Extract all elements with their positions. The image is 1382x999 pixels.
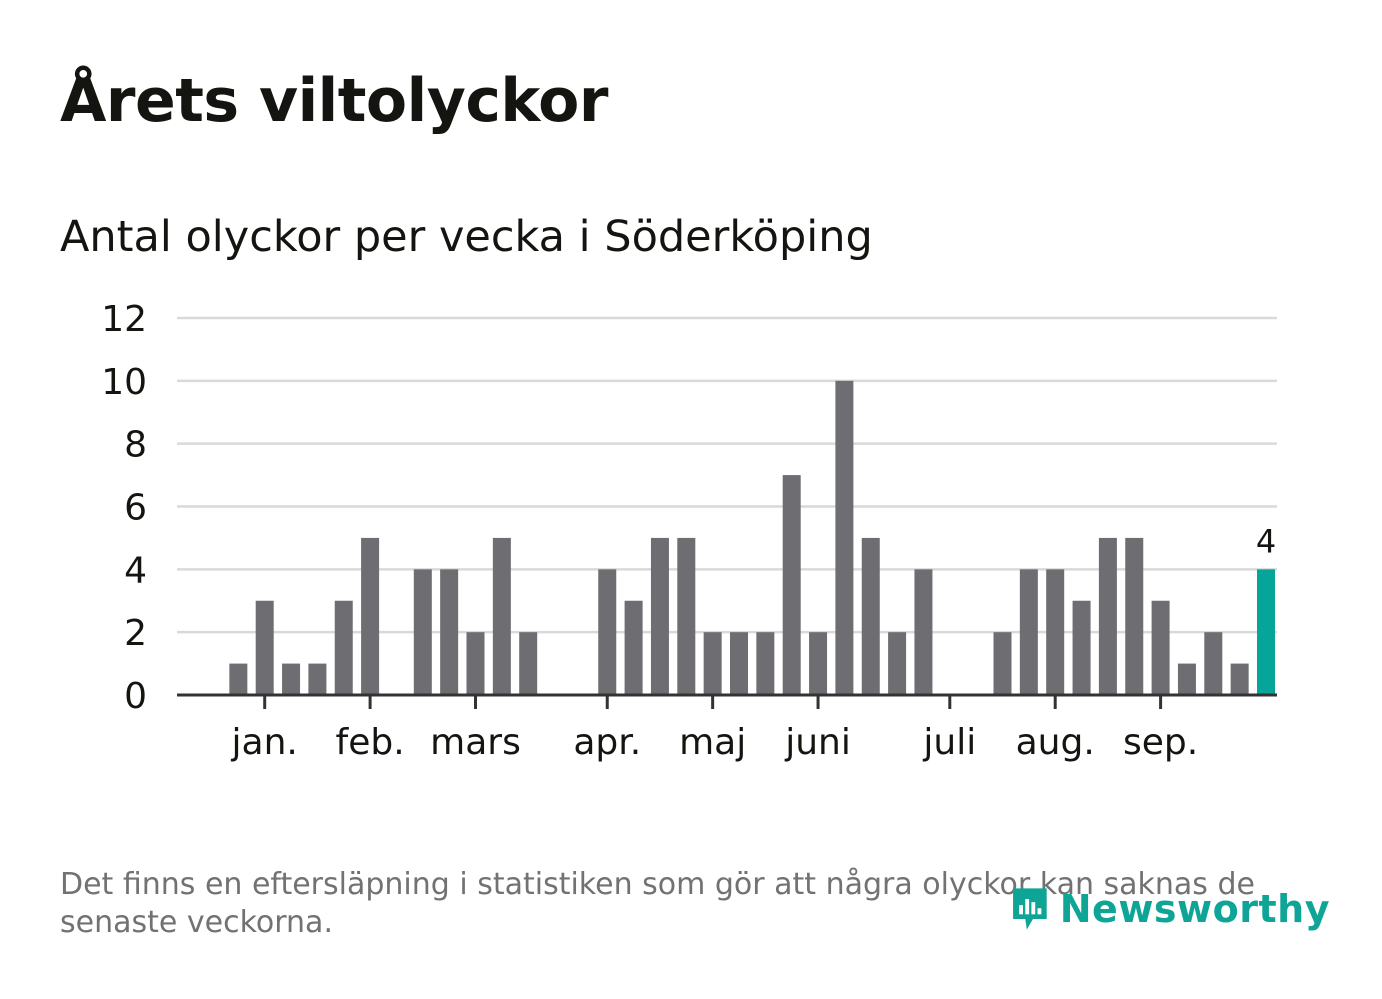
bar [650,537,669,695]
bar [914,569,933,695]
bar [466,632,485,695]
x-axis: jan. feb. mars apr. maj juni juli aug. sep. [177,693,1277,763]
bar [835,380,854,695]
bar [756,632,775,695]
y-tick-label: 4 [124,550,147,591]
bar [1098,537,1117,695]
bar [282,663,301,695]
highlight-data-label: 4 [1256,522,1276,560]
bar [1019,569,1038,695]
bar [361,537,380,695]
y-tick-label: 12 [101,299,147,340]
y-tick-label: 6 [124,488,147,529]
x-tick-label-month: apr. [573,722,641,763]
footnote: Det finns en eftersläpning i statistiken… [60,867,1255,940]
newsworthy-logo: Newsworthy [1010,876,1330,942]
bar [993,632,1012,695]
x-tick-label-month: jan. [231,722,298,763]
bar [861,537,880,695]
bar [519,632,538,695]
bar [1204,632,1223,695]
bar [255,600,274,695]
bar [1230,663,1249,695]
bar [624,600,643,695]
bar-series [229,380,1275,695]
y-tick-label: 0 [124,676,147,717]
bar [1046,569,1065,695]
chart-subtitle: Antal olyckor per vecka i Söderköping [60,212,873,262]
bar [229,663,248,695]
newsworthy-logo-text: Newsworthy [1059,887,1330,931]
y-tick-label: 8 [124,425,147,466]
x-tick-label-month: sep. [1123,722,1198,763]
y-axis-ticks: 0 2 4 6 8 10 12 [101,299,147,717]
bar [809,632,828,695]
bar [492,537,511,695]
bar [1151,600,1170,695]
bar [334,600,353,695]
y-tick-label: 2 [124,613,147,654]
bar-highlight [1257,569,1275,695]
x-tick-label-month: feb. [336,722,405,763]
newsworthy-logo-icon [1013,888,1047,930]
bar [677,537,696,695]
chart-title: Årets viltolyckor [60,66,609,136]
bar [703,632,722,695]
bar [1177,663,1196,695]
bar [1125,537,1144,695]
data-labels: 4 [1256,522,1276,560]
bar [888,632,907,695]
x-tick-label-month: mars [430,722,521,763]
bar [782,475,801,695]
x-tick-label-month: maj [679,722,746,763]
x-tick-label-month: juli [922,722,976,763]
x-tick-label-month: aug. [1016,722,1095,763]
y-tick-label: 10 [101,362,147,403]
bar [1072,600,1091,695]
bar [308,663,327,695]
bar [598,569,617,695]
grid-lines [177,316,1277,634]
bar [730,632,748,695]
bar [413,569,432,695]
bar [440,569,459,695]
x-tick-label-month: juni [784,722,851,763]
